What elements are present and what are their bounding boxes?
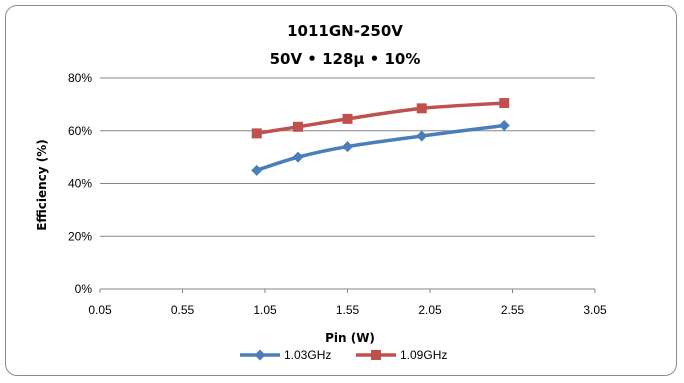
x-tick-label: 0.55 — [171, 303, 195, 317]
chart-subtitle: 50V • 128μ • 10% — [270, 50, 421, 68]
legend-label: 1.09GHz — [400, 348, 447, 362]
x-tick-label: 2.05 — [418, 303, 442, 317]
data-point — [292, 151, 304, 163]
x-tick-label: 0.05 — [88, 303, 112, 317]
x-axis-label: Pin (W) — [325, 331, 375, 345]
chart-frame — [5, 5, 677, 376]
chart-title: 1011GN-250V — [287, 22, 403, 40]
legend-item: 1.03GHz — [240, 348, 331, 362]
data-point — [499, 98, 510, 109]
data-point — [251, 164, 263, 176]
legend-marker — [254, 349, 266, 361]
series-1.03GHz — [251, 119, 510, 176]
x-tick-label: 1.05 — [253, 303, 277, 317]
data-point — [293, 121, 303, 132]
legend-item: 1.09GHz — [356, 348, 447, 362]
data-point — [342, 141, 353, 153]
y-tick-label: 20% — [68, 229, 92, 243]
series-1.09GHz — [251, 98, 510, 139]
legend-label: 1.03GHz — [284, 348, 331, 362]
x-axis-ticks: 0.05 0.55 1.05 1.55 2.05 2.55 3.05 — [88, 289, 607, 317]
y-axis-label: Efficiency (%) — [35, 139, 49, 231]
series-line — [256, 123, 505, 172]
data-point — [251, 128, 262, 139]
legend: 1.03GHz 1.09GHz — [240, 348, 447, 362]
data-point — [416, 130, 428, 142]
gridlines — [100, 77, 595, 237]
y-tick-label: 0% — [75, 282, 93, 296]
y-tick-label: 40% — [68, 177, 92, 191]
legend-marker — [371, 350, 381, 360]
series-layer — [251, 98, 510, 176]
y-tick-label: 60% — [68, 124, 92, 138]
data-point — [416, 103, 427, 114]
x-tick-label: 1.55 — [336, 303, 360, 317]
x-tick-label: 2.55 — [501, 303, 525, 317]
y-axis-ticks: 0% 20% 40% 60% 80% — [68, 71, 92, 296]
x-tick-label: 3.05 — [583, 303, 607, 317]
y-tick-label: 80% — [68, 71, 92, 85]
data-point — [342, 113, 353, 124]
data-point — [498, 119, 510, 131]
